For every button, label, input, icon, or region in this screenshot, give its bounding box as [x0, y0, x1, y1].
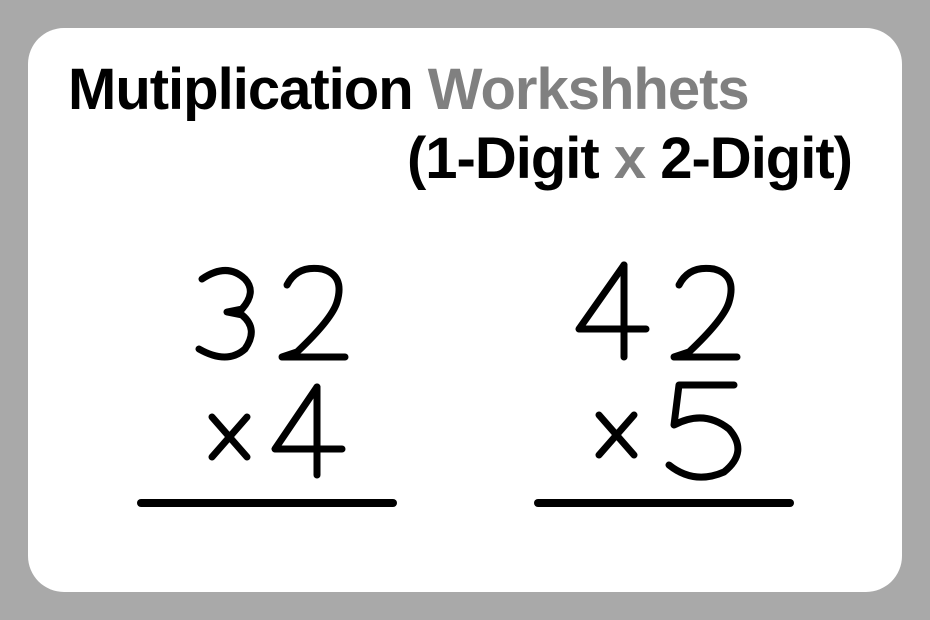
title-word-1: Mutiplication: [68, 57, 413, 122]
problems-row: [68, 212, 862, 552]
problem-1-underline: [137, 499, 397, 507]
title-line-2: (1-Digit x 2-Digit): [68, 125, 862, 192]
subtitle-1: 1-Digit: [425, 126, 598, 191]
problem-2: [534, 257, 794, 507]
problem-2-digits: [544, 257, 784, 487]
title-word-2: Workshhets: [428, 57, 749, 122]
title-line-1: Mutiplication Workshhets: [68, 60, 862, 121]
problem-2-underline: [534, 499, 794, 507]
problem-1-digits: [157, 257, 377, 487]
problem-1: [137, 257, 397, 507]
subtitle-2: 2-Digit: [660, 126, 833, 191]
paren-open: (: [407, 126, 425, 191]
subtitle-x: x: [614, 126, 645, 191]
paren-close: ): [834, 126, 852, 191]
worksheet-card: Mutiplication Workshhets (1-Digit x 2-Di…: [28, 28, 902, 592]
